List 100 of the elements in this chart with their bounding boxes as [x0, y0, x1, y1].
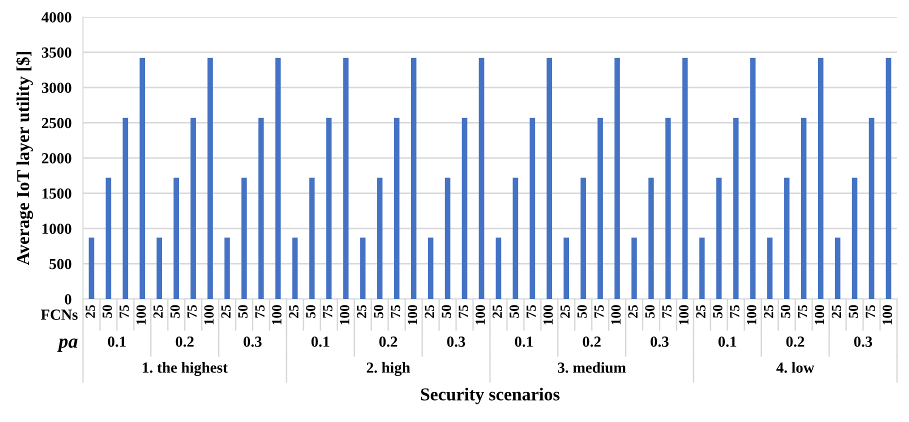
text: 0.1	[718, 336, 736, 347]
bar	[530, 118, 536, 299]
x-tick-label: 75	[730, 305, 740, 318]
bar	[614, 58, 620, 299]
bar	[106, 178, 112, 299]
text: 0.3	[244, 336, 262, 347]
x-tick-label: 50	[170, 305, 180, 318]
x-tick-label: 75	[458, 305, 468, 318]
text: 0.2	[379, 336, 398, 347]
bar	[88, 238, 94, 299]
x-tick-label: 100	[272, 305, 282, 324]
x-tick-label: 25	[356, 305, 366, 318]
bar	[394, 118, 400, 299]
bar	[410, 58, 416, 299]
x-tick-label: 75	[255, 305, 265, 318]
x-tick-label: 100	[204, 305, 214, 324]
x-tick-label: 50	[102, 305, 112, 318]
bar	[122, 118, 128, 299]
x-tick-label: 25	[628, 305, 638, 318]
x-tick-label: 25	[221, 305, 231, 318]
bar	[886, 58, 892, 299]
bar	[190, 118, 196, 299]
bar	[665, 118, 671, 299]
bar	[834, 238, 840, 299]
x-tick-label: 25	[86, 305, 95, 318]
bar	[428, 238, 434, 299]
y-tick-label: 2000	[42, 153, 72, 164]
text: 1. the highest	[142, 362, 228, 376]
bar	[784, 178, 790, 299]
bar	[716, 178, 722, 299]
bar	[648, 178, 654, 299]
bar	[309, 178, 315, 299]
bar	[699, 238, 705, 299]
bar	[546, 58, 552, 299]
y-tick-label: 1500	[42, 188, 72, 199]
bar	[292, 238, 298, 299]
bar	[767, 238, 773, 299]
bar	[258, 118, 264, 299]
text: 0.3	[650, 336, 669, 347]
text: 0.2	[582, 336, 601, 347]
bar	[750, 58, 756, 299]
y-tick-label: 3500	[42, 47, 72, 58]
x-tick-label: 100	[408, 305, 418, 324]
text: 0.1	[108, 336, 126, 347]
x-tick-label: 25	[492, 305, 502, 318]
text: 4. low	[776, 362, 814, 373]
bar	[377, 178, 382, 299]
y-tick-label: 4000	[42, 12, 72, 22]
x-tick-label: 50	[374, 305, 384, 318]
text: 0.3	[447, 336, 466, 347]
x-tick-label: 25	[560, 305, 570, 318]
bar	[598, 118, 603, 299]
x-tick-label: 25	[424, 305, 434, 318]
x-tick-label: 25	[832, 305, 842, 318]
y-tick-label: 1000	[42, 224, 72, 234]
x-tick-label: 25	[153, 305, 163, 318]
y-tick-label: 2500	[42, 118, 72, 128]
bar	[275, 58, 281, 299]
x-tick-label: 100	[611, 305, 621, 324]
bar	[818, 58, 824, 299]
bar	[801, 118, 806, 299]
text: 3. medium	[558, 362, 626, 373]
bar	[326, 118, 332, 299]
x-tick-label: 50	[645, 305, 655, 318]
x-tick-label: 50	[238, 305, 248, 318]
x-tick-label: 75	[120, 305, 129, 318]
bar	[580, 178, 586, 299]
bar	[564, 238, 570, 299]
x-tick-label: 100	[746, 305, 756, 324]
text: 0.1	[514, 336, 533, 347]
bar	[174, 178, 179, 299]
x-tick-label: 100	[679, 305, 688, 324]
x-tick-label: 75	[323, 305, 332, 318]
bar	[868, 118, 874, 299]
x-tick-label: 75	[798, 305, 808, 318]
text: FCNs	[40, 310, 78, 320]
x-tick-label: 25	[289, 305, 298, 318]
bar	[512, 178, 518, 299]
bar	[462, 118, 468, 299]
x-tick-label: 75	[594, 305, 604, 318]
x-tick-label: 50	[713, 305, 722, 318]
x-tick-label: 50	[442, 305, 452, 318]
x-tick-label: 50	[780, 305, 790, 318]
bar	[343, 58, 349, 299]
bar	[444, 178, 450, 299]
bar	[224, 238, 230, 299]
bar	[360, 238, 366, 299]
bar	[733, 118, 739, 299]
bar	[156, 238, 162, 299]
bar	[682, 58, 688, 299]
y-axis-title: Average IoT layer utility [$]	[16, 52, 33, 266]
x-tick-label: 100	[476, 305, 485, 324]
bar	[496, 238, 502, 299]
bar	[852, 178, 858, 299]
x-tick-label: 25	[696, 305, 706, 318]
x-tick-label: 50	[306, 305, 316, 318]
x-tick-label: 75	[187, 305, 197, 318]
bar	[478, 58, 484, 299]
x-tick-label: 100	[882, 305, 892, 324]
bar	[140, 58, 146, 299]
